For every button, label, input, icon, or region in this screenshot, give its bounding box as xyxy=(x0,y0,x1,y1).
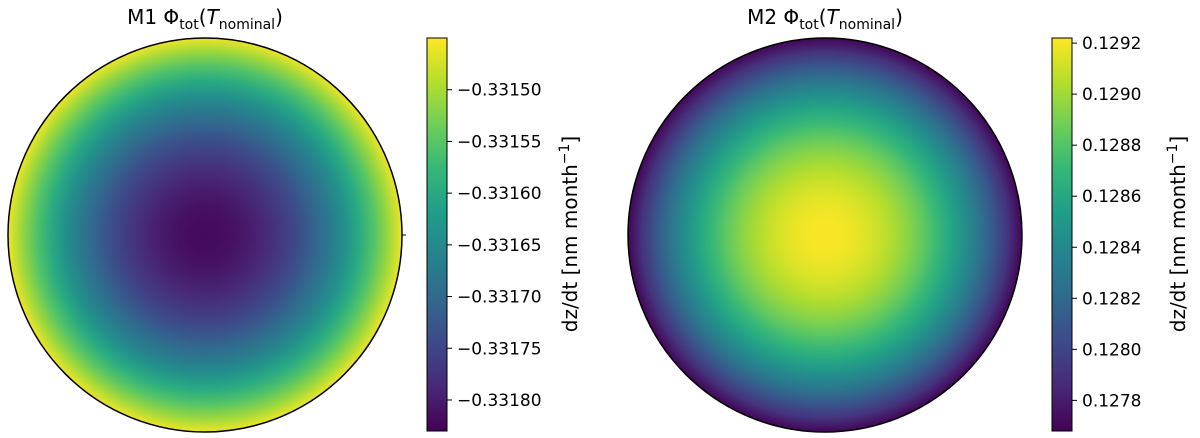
colorbar-tick-label: −0.33160 xyxy=(457,184,542,204)
colorbar-tick-label: −0.33155 xyxy=(457,132,542,152)
colorbar-tick-label: 0.1292 xyxy=(1082,34,1141,54)
colorbar-ticks: −0.33180 −0.33175 −0.33170 −0.33165 −0.33160… xyxy=(447,81,542,411)
colorbar-tick-label: −0.33170 xyxy=(457,288,542,308)
colorbar-tick-label: 0.1280 xyxy=(1082,340,1141,360)
colorbar-ticks: 0.1278 0.1280 0.1282 0.1284 0.1286 0.1288 0.12… xyxy=(1072,34,1141,411)
heatmap-panel-m1: M1 Φtot(Tnominal) −0.33180−0.33175−0.331… xyxy=(7,5,582,433)
colorbar-fill xyxy=(426,37,448,432)
colorbar-tick-label: 0.1278 xyxy=(1082,391,1141,411)
colorbar-tick-label: 0.1288 xyxy=(1082,136,1141,156)
heatmap-panel-m2: M2 Φtot(Tnominal) 0.12780.12800.12820.12… xyxy=(627,5,1190,433)
colorbar-tick-label: 0.1284 xyxy=(1082,238,1141,258)
colorbar-tick-label: −0.33150 xyxy=(457,81,542,101)
colorbar-tick-label: −0.33175 xyxy=(457,339,542,359)
heatmap-disk xyxy=(7,37,403,433)
colorbar-tick-label: 0.1290 xyxy=(1082,85,1141,105)
colorbar-fill xyxy=(1051,37,1073,432)
colorbar-label: dz/dt [nm month−1] xyxy=(557,136,582,333)
colorbar-label: dz/dt [nm month−1] xyxy=(1165,136,1190,333)
colorbar: 0.1278 0.1280 0.1282 0.1284 0.1286 0.1288 0.12… xyxy=(1051,34,1190,432)
panel-title: M2 Φtot(Tnominal) xyxy=(747,5,903,33)
colorbar-tick-label: −0.33165 xyxy=(457,236,542,256)
colorbar-tick-label: 0.1286 xyxy=(1082,187,1141,207)
colorbar-tick-label: 0.1282 xyxy=(1082,289,1141,309)
colorbar: −0.33180 −0.33175 −0.33170 −0.33165 −0.33160… xyxy=(426,37,582,432)
heatmap-disk xyxy=(627,37,1023,433)
panel-title: M1 Φtot(Tnominal) xyxy=(127,5,283,33)
colorbar-tick-label: −0.33180 xyxy=(457,391,542,411)
